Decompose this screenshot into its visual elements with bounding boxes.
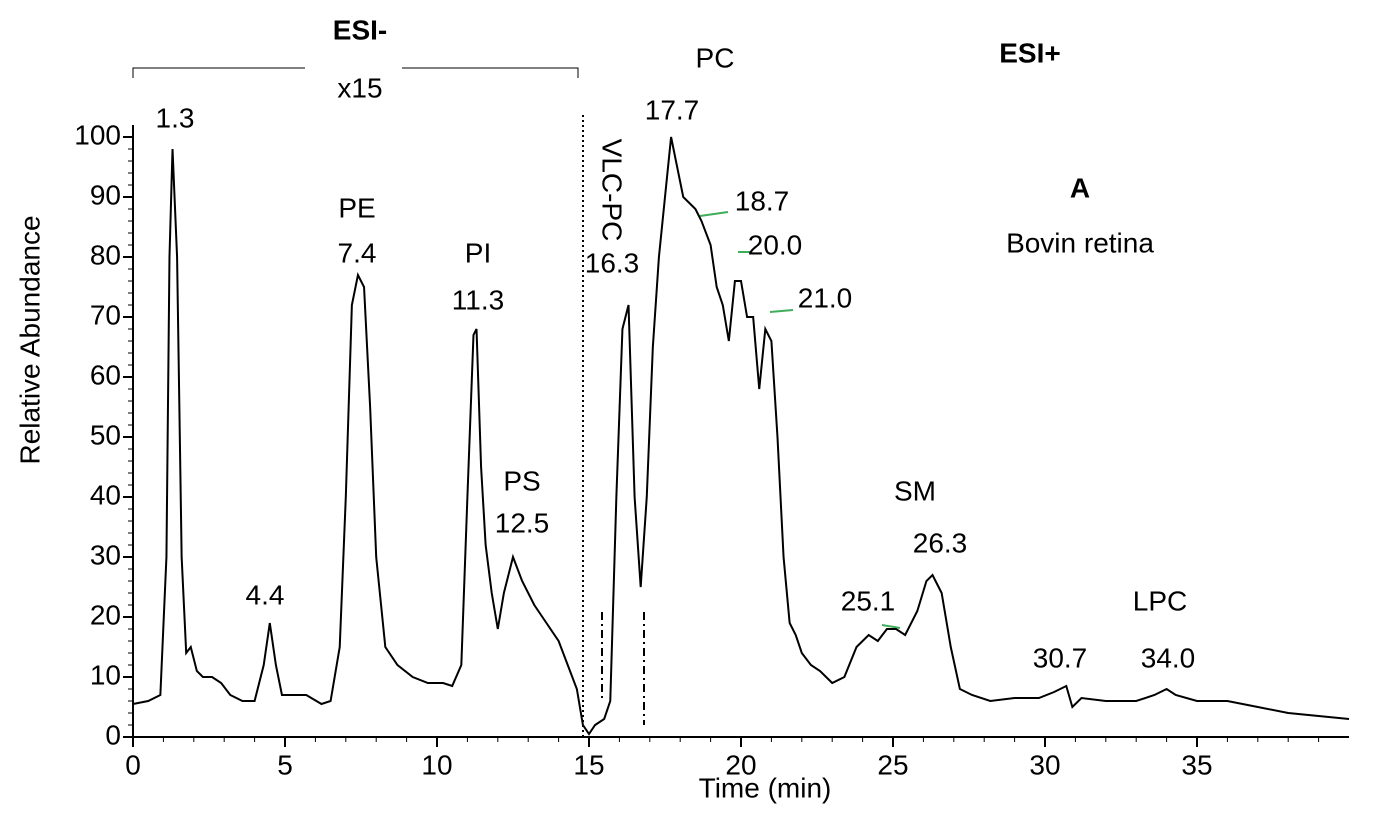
- annotation: 25.1: [841, 585, 896, 616]
- x-tick-label: 0: [125, 749, 141, 780]
- annotation: 12.5: [495, 507, 550, 538]
- esi-bracket-left: [132, 67, 305, 78]
- annotation: 16.3: [585, 247, 640, 278]
- leader: [769, 309, 794, 313]
- annotation: LPC: [1133, 585, 1187, 616]
- y-tick-label: 90: [90, 179, 121, 210]
- annotation: A: [1070, 172, 1090, 203]
- annotation: Bovin retina: [1006, 227, 1154, 258]
- annotation: 21.0: [798, 282, 853, 313]
- annotation: PI: [465, 237, 491, 268]
- annotation: ESI-: [333, 14, 387, 45]
- annotation: 4.4: [246, 579, 285, 610]
- annotation: 20.0: [748, 229, 803, 260]
- annotation: PS: [503, 465, 540, 496]
- trace: [132, 136, 1350, 736]
- leader: [699, 211, 729, 217]
- decorations: [132, 67, 901, 737]
- x-tick-label: 30: [1029, 749, 1060, 780]
- x-tick-label: 25: [877, 749, 908, 780]
- y-tick-label: 80: [90, 239, 121, 270]
- y-tick-label: 70: [90, 299, 121, 330]
- annotation: VLC-PC: [597, 139, 628, 242]
- annotation: 34.0: [1141, 642, 1196, 673]
- x-axis-title: Time (min): [699, 772, 832, 803]
- annotation: PE: [338, 192, 375, 223]
- annotation: ESI+: [999, 37, 1060, 68]
- x-tick-label: 10: [421, 749, 452, 780]
- annotation: 7.4: [338, 237, 377, 268]
- y-tick-label: 100: [74, 119, 121, 150]
- esi-bracket-right: [402, 67, 579, 78]
- y-tick-label: 50: [90, 419, 121, 450]
- annotation: 1.3: [156, 102, 195, 133]
- x-tick-label: 20: [725, 749, 756, 780]
- x-tick-label: 5: [277, 749, 293, 780]
- y-axis-title: Relative Abundance: [14, 215, 45, 464]
- y-tick-label: 0: [105, 719, 121, 750]
- y-tick-label: 20: [90, 599, 121, 630]
- x-tick-label: 15: [573, 749, 604, 780]
- annotation: 26.3: [913, 527, 968, 558]
- annotation: PC: [696, 42, 735, 73]
- annotation: 18.7: [735, 185, 790, 216]
- annotation: SM: [894, 475, 936, 506]
- annotation: 30.7: [1033, 642, 1088, 673]
- y-tick-label: 60: [90, 359, 121, 390]
- y-tick-label: 40: [90, 479, 121, 510]
- leader: [881, 624, 901, 629]
- annotation: 17.7: [645, 94, 700, 125]
- annotation: 11.3: [452, 284, 504, 315]
- x-tick-label: 35: [1181, 749, 1212, 780]
- y-tick-label: 10: [90, 659, 121, 690]
- y-tick-label: 30: [90, 539, 121, 570]
- annotation: x15: [337, 72, 382, 103]
